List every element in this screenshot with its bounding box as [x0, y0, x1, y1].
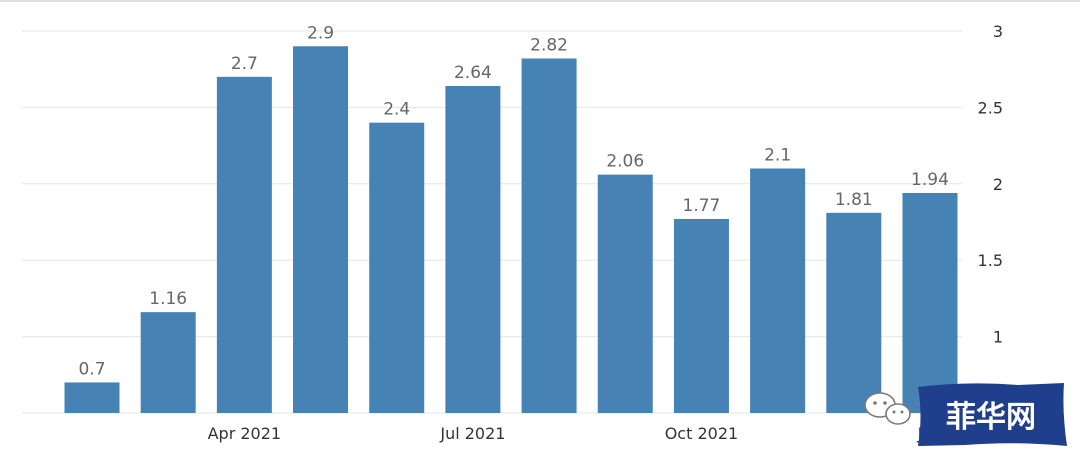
- bar-value-label: 1.94: [911, 170, 949, 190]
- watermark: 菲华网: [864, 383, 1067, 446]
- bar: [216, 76, 272, 413]
- bar-value-label: 2.9: [307, 23, 334, 43]
- bar-value-label: 2.06: [606, 152, 644, 172]
- bar-value-label: 1.16: [149, 289, 187, 309]
- bar-value-label: 1.81: [835, 190, 873, 210]
- bar-value-label: 2.4: [383, 100, 410, 120]
- watermark-badge: [918, 383, 1067, 446]
- y-tick-label: 2: [993, 175, 1003, 194]
- bar-value-label: 2.64: [454, 63, 492, 83]
- y-axis: 1 1.5 2 2.5 3: [978, 22, 1003, 347]
- y-tick-label: 3: [993, 22, 1003, 41]
- bar: [445, 86, 501, 414]
- y-tick-label: 1.5: [978, 251, 1003, 270]
- bar-value-label: 1.77: [683, 196, 721, 216]
- bar-value-label: 0.7: [78, 359, 105, 379]
- bar: [902, 192, 958, 413]
- x-tick-label: Oct 2021: [665, 424, 738, 443]
- bar: [750, 168, 806, 413]
- bar: [140, 312, 196, 413]
- bar: [826, 212, 882, 413]
- bar: [673, 218, 729, 413]
- wechat-icon: [864, 392, 911, 425]
- bars: [64, 46, 958, 414]
- y-tick-label: 2.5: [978, 98, 1003, 117]
- bar-value-label: 2.82: [530, 36, 568, 56]
- bar: [293, 46, 349, 413]
- bar-value-label: 2.7: [231, 54, 258, 74]
- watermark-text: 菲华网: [946, 400, 1036, 435]
- x-tick-label: Jul 2021: [439, 424, 505, 443]
- bar: [64, 382, 120, 413]
- bar: [597, 174, 653, 413]
- bar: [521, 58, 577, 414]
- bar: [369, 122, 425, 414]
- y-tick-label: 1: [993, 328, 1003, 347]
- value-labels: 0.7 1.16 2.7 2.9 2.4 2.64 2.82 2.06 1.77 2.1 1.81 1…: [78, 23, 948, 379]
- x-tick-label: Apr 2021: [208, 424, 281, 443]
- bar-value-label: 2.1: [764, 146, 791, 166]
